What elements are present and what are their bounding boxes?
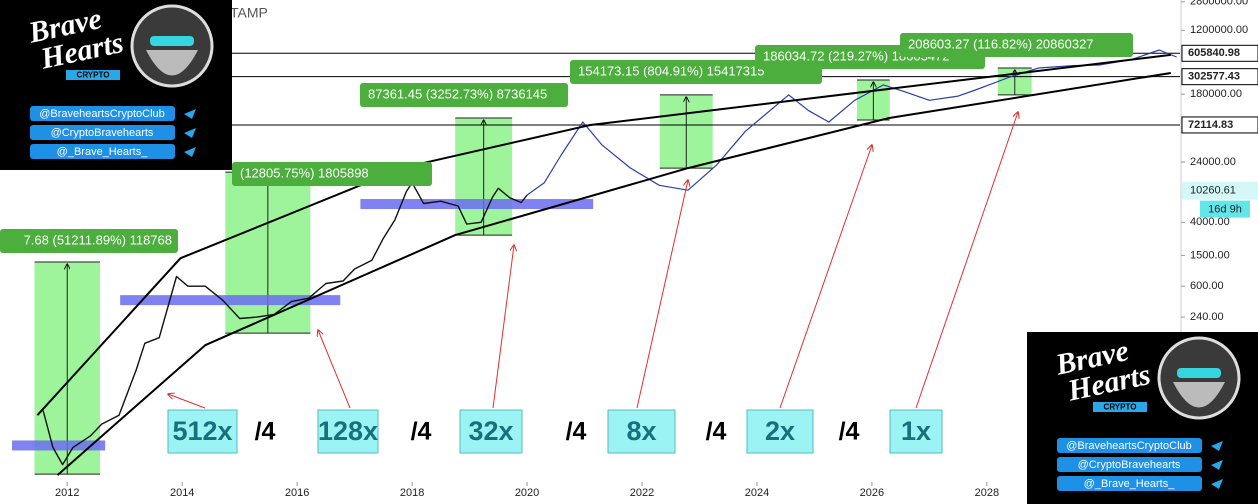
x-tick-label: 2016 bbox=[285, 487, 309, 499]
handle: @_Brave_Hearts_ bbox=[57, 146, 149, 158]
plot-area: 7.68 (51211.89%) 118768 (12805.75%) 18058… bbox=[0, 33, 1180, 476]
y-tick-label: 600.00 bbox=[1190, 280, 1224, 292]
divider: /4 bbox=[411, 418, 432, 446]
multiplier: 512x bbox=[172, 416, 232, 446]
x-tick-label: 2022 bbox=[630, 487, 654, 499]
y-tick-label: 4000.00 bbox=[1190, 216, 1230, 228]
arrow bbox=[636, 180, 688, 409]
logo-beard bbox=[146, 50, 198, 76]
multiplier-box bbox=[607, 409, 676, 454]
logo-beard bbox=[1173, 382, 1225, 408]
arrow bbox=[915, 112, 1018, 409]
box-label: (12805.75%) 1805898 bbox=[240, 165, 369, 180]
price-label: 10260.61 bbox=[1190, 185, 1236, 197]
x-tick-label: 2020 bbox=[515, 487, 539, 499]
logo-eyes bbox=[150, 36, 194, 46]
x-tick-label: 2028 bbox=[975, 487, 999, 499]
level-tag bbox=[1181, 116, 1258, 134]
logo-tag: CRYPTO bbox=[1104, 403, 1137, 412]
multiplier-box bbox=[167, 409, 238, 454]
multiplier: 32x bbox=[468, 416, 513, 446]
handle-bg bbox=[30, 144, 175, 159]
level-label: 605840.98 bbox=[1188, 47, 1240, 59]
divider: /4 bbox=[839, 418, 860, 446]
arrow bbox=[492, 245, 514, 409]
y-tick-label: 1200000.00 bbox=[1190, 24, 1248, 36]
multiplier: 8x bbox=[626, 416, 656, 446]
label-bg bbox=[360, 83, 568, 107]
y-tick-label: 180000.00 bbox=[1190, 88, 1242, 100]
handle-bg bbox=[1057, 457, 1202, 472]
arrow bbox=[779, 145, 872, 409]
handle: @CryptoBravehearts bbox=[51, 127, 154, 139]
logo-tag-bg bbox=[66, 70, 120, 80]
y-tick-label: 240.00 bbox=[1190, 311, 1224, 323]
handle: @CryptoBravehearts bbox=[1078, 459, 1181, 471]
level-label: 72114.83 bbox=[1188, 119, 1233, 131]
y-tick-label: 1500.00 bbox=[1190, 249, 1230, 261]
countdown-tag bbox=[1200, 200, 1250, 218]
box-label: 7.68 (51211.89%) 118768 bbox=[24, 232, 172, 247]
handle-icon bbox=[184, 128, 196, 138]
label-bg bbox=[900, 33, 1133, 57]
multiplier-box bbox=[746, 409, 814, 454]
handle-icon bbox=[1211, 441, 1223, 451]
multiplier-row: 512x 128x 32x 8x 2x 1x/4/4/4/4/4 bbox=[167, 409, 943, 454]
handle-icon bbox=[184, 109, 196, 119]
multiplier-box bbox=[317, 409, 379, 454]
box-label: 87361.45 (3252.73%) 8736145 bbox=[368, 86, 547, 101]
arrow bbox=[318, 330, 351, 409]
x-tick-label: 2024 bbox=[745, 487, 769, 499]
accumulation-zone bbox=[360, 199, 594, 210]
price-line bbox=[526, 49, 1177, 196]
handle-bg bbox=[1057, 476, 1202, 491]
label-bg bbox=[232, 162, 432, 186]
chart-title: TAMP bbox=[230, 5, 268, 21]
label-bg bbox=[0, 229, 178, 253]
level-label: 302577.43 bbox=[1188, 71, 1240, 83]
multiplier: 1x bbox=[901, 416, 931, 446]
multiplier: 2x bbox=[765, 416, 795, 446]
logo-tag-bg bbox=[1093, 402, 1147, 412]
countdown-label: 16d 9h bbox=[1208, 204, 1242, 216]
trend-line bbox=[56, 72, 1171, 476]
handle: @BraveheartsCryptoClub bbox=[39, 108, 165, 120]
annotation-arrows bbox=[168, 112, 1018, 409]
handle-bg bbox=[30, 125, 175, 140]
handle-icon bbox=[184, 147, 196, 157]
logo-tag: CRYPTO bbox=[77, 71, 110, 80]
box-label: 208603.27 (116.82%) 20860327 bbox=[908, 36, 1094, 51]
y-tick-label: 24000.00 bbox=[1190, 156, 1236, 168]
handle-bg bbox=[1057, 438, 1202, 453]
divider: /4 bbox=[255, 418, 276, 446]
logo-eyes bbox=[1177, 368, 1221, 378]
x-tick-label: 2014 bbox=[170, 487, 194, 499]
handle-icon bbox=[1211, 479, 1223, 489]
handle-icon bbox=[1211, 460, 1223, 470]
divider: /4 bbox=[706, 418, 727, 446]
handle: @BraveheartsCryptoClub bbox=[1066, 440, 1192, 452]
level-tag bbox=[1181, 44, 1258, 62]
x-tick-label: 2012 bbox=[55, 487, 79, 499]
box-label: 154173.15 (804.91%) 15417315 bbox=[578, 63, 765, 78]
x-tick-label: 2026 bbox=[860, 487, 884, 499]
price-tag bbox=[1182, 181, 1258, 200]
multiplier-box bbox=[889, 409, 943, 454]
multiplier-box bbox=[459, 409, 523, 454]
multiplier: 128x bbox=[318, 416, 378, 446]
accumulation-zone bbox=[12, 440, 106, 451]
arrow bbox=[168, 394, 206, 409]
y-tick-label: 2800000.00 bbox=[1190, 0, 1248, 8]
x-tick-label: 2018 bbox=[400, 487, 424, 499]
accumulation-zone bbox=[120, 295, 341, 306]
price-line bbox=[42, 182, 528, 466]
handle: @_Brave_Hearts_ bbox=[1084, 478, 1176, 490]
handle-bg bbox=[30, 106, 175, 121]
level-tag bbox=[1181, 68, 1258, 86]
divider: /4 bbox=[566, 418, 587, 446]
